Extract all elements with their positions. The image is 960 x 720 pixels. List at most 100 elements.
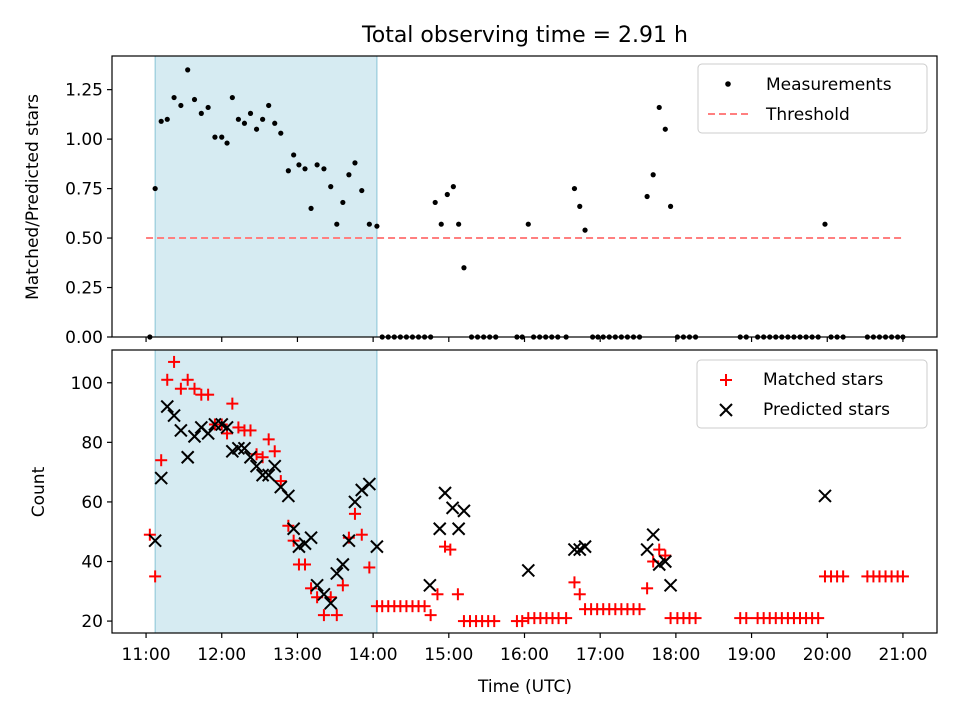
- y-tick-label: 1.00: [65, 130, 103, 150]
- y-tick-label: 40: [81, 553, 103, 573]
- x-tick-label: 20:00: [803, 645, 852, 665]
- predicted-star-point: [658, 554, 672, 569]
- measurement-point: [158, 118, 164, 124]
- matched-star-point: [181, 373, 194, 386]
- measurement-point: [278, 130, 284, 136]
- measurement-point: [229, 94, 235, 101]
- bottom-plot-frame: [111, 349, 938, 634]
- top-legend-box: [697, 63, 928, 134]
- matched-star-point: [299, 558, 312, 571]
- measurement-point: [334, 221, 340, 227]
- measurement-point: [444, 191, 450, 198]
- measurement-point: [253, 126, 260, 132]
- predicted-star-point: [433, 522, 447, 536]
- top-panel: 0.00 0.25 0.50 0.75 1.00 1.25 Matched/Predict…: [23, 55, 938, 348]
- x-tick-label: 21:00: [878, 645, 927, 665]
- x-tick-label: 11:00: [122, 645, 171, 665]
- measurement-point: [461, 265, 467, 271]
- x-axis-label: Time (UTC): [477, 677, 572, 697]
- y-tick-label: 20: [81, 612, 103, 632]
- measurement-point: [662, 126, 668, 132]
- measurement-point: [346, 172, 352, 178]
- matched-star-point: [161, 373, 174, 386]
- predicted-star-point: [310, 578, 324, 593]
- measurement-point: [577, 203, 583, 209]
- y-tick-label: 80: [81, 433, 103, 453]
- bottom-legend-box: [696, 359, 928, 429]
- measurement-point: [291, 152, 297, 158]
- matched-star-point: [262, 433, 275, 446]
- matched-star-point: [348, 507, 361, 520]
- x-tick-label: 17:00: [576, 645, 625, 665]
- predicted-star-point: [160, 399, 174, 414]
- measurement-point: [644, 193, 650, 200]
- predicted-star-point: [646, 527, 660, 542]
- predicted-star-point: [423, 578, 437, 593]
- x-tick-label: 12:00: [197, 645, 246, 665]
- chart-title: Total observing time = 2.91 h: [361, 23, 688, 48]
- y-tick-label: 60: [81, 493, 103, 513]
- predicted-star-point: [342, 533, 356, 548]
- measurement-point: [212, 134, 218, 140]
- predicted-star-point: [438, 486, 452, 500]
- top-x-axis: [145, 337, 904, 342]
- measurement-point: [272, 120, 278, 126]
- y-tick-label: 100: [71, 374, 103, 394]
- y-tick-label: 1.25: [65, 81, 103, 101]
- measurement-point: [266, 102, 272, 109]
- predicted-star-point: [174, 423, 188, 438]
- matched-star-point: [168, 355, 181, 368]
- matched-star-point: [568, 576, 581, 589]
- measurement-point: [260, 116, 266, 122]
- predicted-star-point: [445, 501, 460, 515]
- matched-star-point: [896, 570, 909, 583]
- matched-star-point: [268, 445, 281, 458]
- legend-predicted-label: Predicted stars: [763, 400, 890, 420]
- measurement-point: [198, 110, 204, 116]
- y-tick-label: 0.50: [65, 229, 103, 249]
- measurement-point: [241, 120, 248, 126]
- top-y-axis: 0.00 0.25 0.50 0.75 1.00 1.25: [65, 81, 112, 348]
- bottom-legend: Matched stars Predicted stars: [696, 359, 928, 429]
- measurement-point: [374, 223, 380, 229]
- predicted-star-point: [220, 420, 234, 435]
- bottom-x-axis: 11:00 12:00 13:00 14:00 15:00 16:00 17:00 18:00…: [122, 633, 927, 665]
- measurement-point: [296, 162, 302, 168]
- legend-threshold-label: Threshold: [765, 105, 850, 125]
- measurement-point: [650, 172, 656, 178]
- legend-measurements-marker: [725, 81, 731, 87]
- predicted-star-point: [457, 504, 471, 518]
- bottom-ylabel: Count: [29, 466, 49, 517]
- matched-star-point: [451, 588, 464, 601]
- predicted-star-point: [243, 450, 258, 464]
- matched-star-point: [837, 570, 850, 583]
- predicted-star-point: [348, 495, 362, 509]
- measurement-point: [321, 166, 327, 172]
- matched-star-point: [740, 612, 753, 625]
- x-tick-label: 16:00: [500, 645, 549, 665]
- matched-star-point: [274, 475, 287, 488]
- predicted-star-point: [167, 408, 181, 423]
- predicted-star-point: [268, 459, 282, 473]
- x-tick-label: 13:00: [273, 645, 322, 665]
- matched-star-point: [488, 615, 501, 628]
- measurement-point: [438, 221, 444, 227]
- measurement-point: [314, 162, 320, 168]
- y-tick-label: 0.75: [65, 180, 103, 200]
- y-tick-label: 0.00: [65, 328, 103, 348]
- matched-star-point: [689, 612, 702, 625]
- measurement-point: [224, 140, 230, 146]
- measurement-point: [219, 134, 225, 140]
- top-series-layer: [146, 67, 906, 340]
- measurement-point: [359, 187, 365, 194]
- legend-measurements-label: Measurements: [766, 75, 892, 95]
- measurement-point: [302, 166, 308, 172]
- measurement-point: [328, 184, 334, 190]
- matched-star-point: [232, 421, 245, 434]
- top-legend: Measurements Threshold: [697, 63, 928, 134]
- matched-star-point: [226, 397, 239, 410]
- matched-star-point: [641, 582, 654, 595]
- measurement-point: [171, 94, 177, 101]
- predicted-star-point: [187, 429, 202, 444]
